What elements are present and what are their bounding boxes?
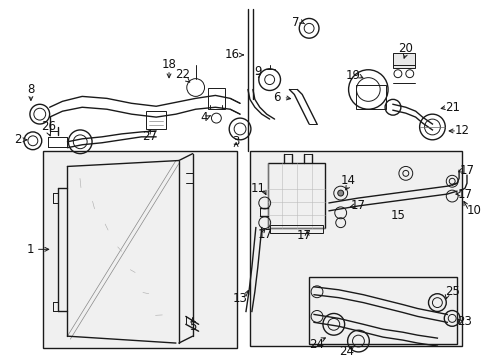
Text: 2: 2 bbox=[14, 133, 22, 146]
Bar bbox=[267, 163, 324, 228]
Text: 27: 27 bbox=[142, 130, 157, 143]
Text: 3: 3 bbox=[232, 135, 239, 148]
Text: 25: 25 bbox=[444, 285, 459, 298]
Text: 10: 10 bbox=[466, 204, 480, 217]
Text: 22: 22 bbox=[175, 68, 190, 81]
Text: 7: 7 bbox=[291, 16, 299, 29]
Text: 17: 17 bbox=[350, 199, 365, 212]
Circle shape bbox=[337, 190, 343, 196]
Text: 16: 16 bbox=[224, 49, 239, 62]
Text: 17: 17 bbox=[257, 228, 272, 241]
Bar bbox=[392, 53, 414, 68]
Text: 17: 17 bbox=[457, 188, 471, 201]
Text: 14: 14 bbox=[341, 174, 355, 187]
Text: 20: 20 bbox=[398, 41, 412, 55]
Text: 21: 21 bbox=[444, 101, 459, 114]
Text: 24: 24 bbox=[338, 346, 353, 359]
Bar bbox=[308, 277, 456, 344]
Text: 17: 17 bbox=[296, 229, 311, 242]
Text: 6: 6 bbox=[272, 91, 280, 104]
Bar bbox=[146, 111, 166, 129]
Text: 4: 4 bbox=[201, 111, 208, 123]
Text: 23: 23 bbox=[457, 315, 471, 328]
Text: 12: 12 bbox=[454, 125, 468, 138]
Text: 18: 18 bbox=[161, 58, 176, 71]
Bar bbox=[42, 151, 237, 348]
Text: 9: 9 bbox=[254, 65, 261, 78]
Text: 15: 15 bbox=[390, 209, 405, 222]
Text: 5: 5 bbox=[189, 320, 196, 333]
Text: 11: 11 bbox=[250, 182, 265, 195]
Bar bbox=[356, 85, 386, 109]
Bar bbox=[249, 151, 461, 346]
Text: 26: 26 bbox=[41, 121, 56, 134]
Text: 17: 17 bbox=[459, 164, 473, 177]
Bar bbox=[269, 225, 322, 233]
Text: 13: 13 bbox=[232, 292, 247, 305]
Text: 1: 1 bbox=[27, 243, 35, 256]
Text: 19: 19 bbox=[346, 69, 360, 82]
Text: 8: 8 bbox=[27, 83, 35, 96]
Bar bbox=[207, 87, 225, 109]
Text: 24: 24 bbox=[309, 338, 324, 351]
